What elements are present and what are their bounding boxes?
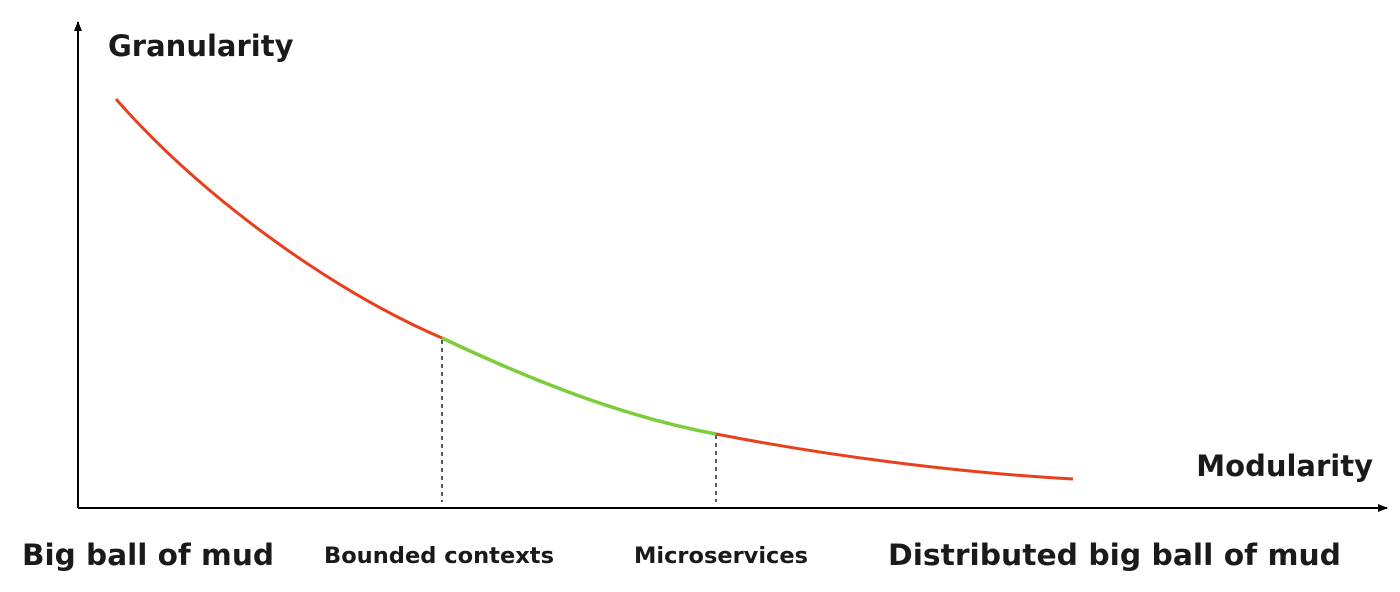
curve-red bbox=[114, 98, 443, 340]
curve-red bbox=[715, 432, 1074, 481]
x-axis-label: Modularity bbox=[1196, 449, 1373, 483]
stage-label: Microservices bbox=[634, 544, 808, 569]
curve-green bbox=[441, 336, 717, 436]
stage-label: Bounded contexts bbox=[324, 544, 554, 569]
stage-label: Distributed big ball of mud bbox=[888, 538, 1341, 572]
stage-label: Big ball of mud bbox=[22, 538, 274, 572]
y-axis-label: Granularity bbox=[108, 29, 294, 63]
